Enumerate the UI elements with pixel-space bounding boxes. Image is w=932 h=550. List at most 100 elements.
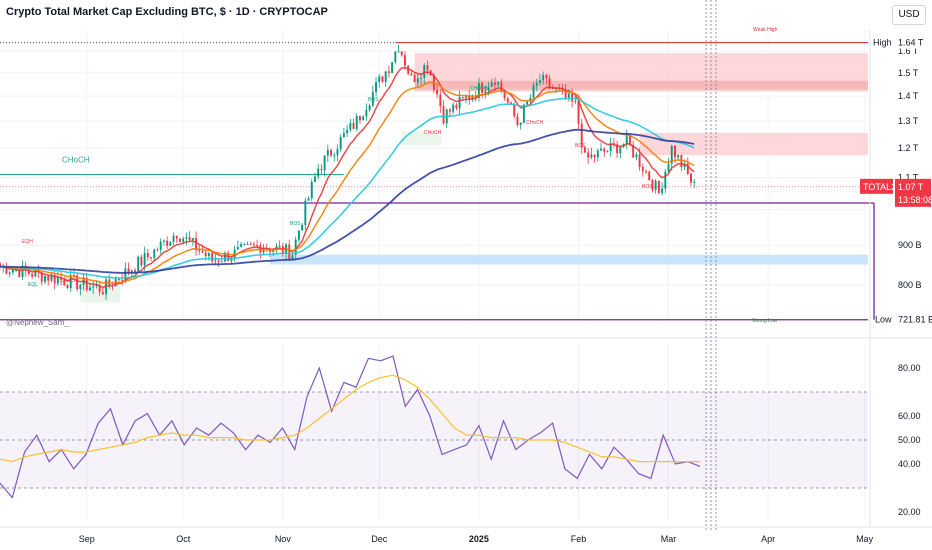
candle-body xyxy=(577,100,580,124)
candle-body xyxy=(436,89,439,95)
chart-title: Crypto Total Market Cap Excluding BTC, $… xyxy=(6,6,328,18)
support-zone xyxy=(269,254,868,265)
candle-body xyxy=(272,249,275,252)
candle-body xyxy=(159,241,162,250)
candle-body xyxy=(294,239,297,255)
candle-body xyxy=(516,116,519,125)
x-tick-label: Feb xyxy=(571,534,587,544)
candle-body xyxy=(391,62,394,73)
candle-body xyxy=(487,86,490,91)
candle-body xyxy=(79,284,82,290)
structure-label: CHoCH xyxy=(60,278,78,284)
candle-body xyxy=(567,93,570,98)
resistance-zone-core xyxy=(414,80,868,92)
candle-body xyxy=(50,274,53,281)
high-value: 1.64 T xyxy=(898,38,924,48)
candle-body xyxy=(538,80,541,83)
candle-body xyxy=(657,180,660,193)
candle-body xyxy=(580,123,583,148)
candle-body xyxy=(85,277,88,291)
candle-body xyxy=(291,254,294,260)
symbol-tag-bg xyxy=(860,178,893,194)
y-tick-label: 1.6 T xyxy=(898,46,919,56)
resistance-zone xyxy=(639,132,868,156)
candle-body xyxy=(519,122,522,125)
candle-body xyxy=(381,76,384,82)
candle-body xyxy=(195,238,198,251)
candle-body xyxy=(641,166,644,172)
low-value-bg xyxy=(896,312,930,326)
candle-body xyxy=(236,246,239,250)
candle-body xyxy=(188,237,191,241)
candle-body xyxy=(465,96,467,98)
candle-body xyxy=(214,260,217,262)
structure-label: BOS xyxy=(290,221,301,227)
candle-body xyxy=(262,248,265,253)
candle-body xyxy=(468,96,471,100)
candle-body xyxy=(256,245,259,247)
candle-body xyxy=(95,285,98,287)
candle-body xyxy=(31,273,34,277)
candle-body xyxy=(448,109,451,112)
price-tags: High 1.64 T Low 721.81 B TOTAL2 1.07 T 13:58:0… xyxy=(860,35,932,326)
levels-layer xyxy=(0,42,875,321)
candle-body xyxy=(156,249,159,251)
candle-body xyxy=(368,105,371,111)
candle-body xyxy=(105,279,108,295)
candle-body xyxy=(211,252,214,262)
rsi-ma-line xyxy=(0,374,700,463)
candle-body xyxy=(583,147,586,153)
candle-body xyxy=(616,144,619,154)
candle-body xyxy=(413,75,416,82)
candle-body xyxy=(497,82,500,85)
candle-body xyxy=(21,265,24,278)
candle-body xyxy=(471,95,474,100)
candle-body xyxy=(420,77,423,79)
structure-label: BOS xyxy=(642,184,653,190)
candle-body xyxy=(166,240,169,246)
y-tick-label: 900 B xyxy=(898,240,922,250)
x-tick-label: Nov xyxy=(275,534,292,544)
ema-lines-layer xyxy=(0,66,695,289)
candle-body xyxy=(683,163,686,168)
candle-body xyxy=(506,98,509,103)
candle-body xyxy=(185,237,188,239)
candle-body xyxy=(5,266,8,274)
symbol-tag: TOTAL2 xyxy=(863,182,896,192)
currency-button[interactable]: USD xyxy=(892,5,926,25)
candle-body xyxy=(47,276,50,281)
candle-body xyxy=(670,145,673,164)
candle-body xyxy=(297,230,300,240)
candle-body xyxy=(600,148,602,151)
x-tick-label: Apr xyxy=(761,534,775,544)
candle-body xyxy=(63,279,66,286)
y-tick-label: 1.3 T xyxy=(898,116,919,126)
candle-body xyxy=(101,291,104,295)
y-tick-label: 800 B xyxy=(898,280,922,290)
candle-body xyxy=(76,275,79,290)
candle-body xyxy=(484,90,487,93)
candle-body xyxy=(362,116,365,121)
candle-body xyxy=(365,110,368,117)
rsi-tick-label: 60.00 xyxy=(898,411,921,421)
rsi-tick-label: 80.00 xyxy=(898,363,921,373)
candle-body xyxy=(690,173,692,183)
annotations: Weak High Strong Low CHoCH EQH EQL CHoCH BOS BO… xyxy=(22,27,778,324)
candle-body xyxy=(92,286,95,288)
candle-body xyxy=(677,155,680,158)
candle-body xyxy=(175,235,178,239)
candle-body xyxy=(645,171,647,173)
moving-average-line xyxy=(0,128,695,274)
candle-body xyxy=(182,238,185,242)
candle-body xyxy=(555,88,557,90)
x-tick-label: Oct xyxy=(176,534,191,544)
y-tick-label: 1.2 T xyxy=(898,143,919,153)
structure-label: CHoCH xyxy=(526,120,544,126)
candle-body xyxy=(603,148,606,152)
candle-body xyxy=(217,260,220,263)
candle-body xyxy=(481,83,484,93)
candle-body xyxy=(619,147,622,154)
candle-body xyxy=(686,163,689,174)
candle-body xyxy=(314,176,316,183)
